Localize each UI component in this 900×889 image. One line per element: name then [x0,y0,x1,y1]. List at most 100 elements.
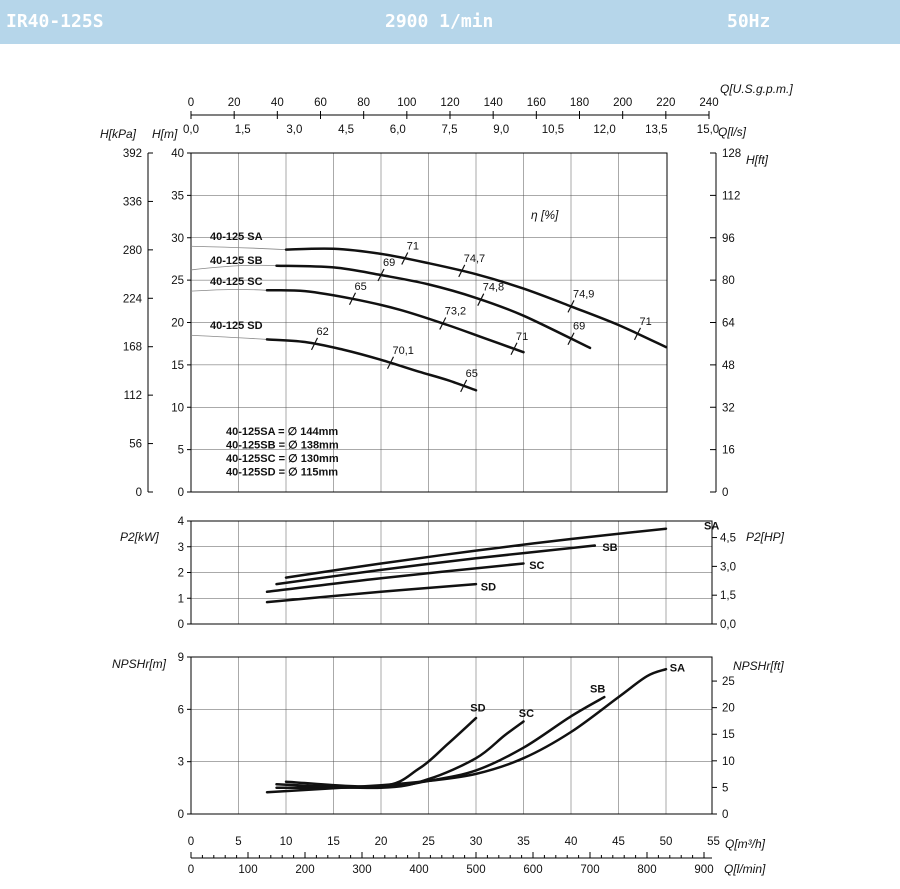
lmin-axis-label: Q[l/min] [724,862,766,876]
gpm-tick-label: 60 [314,97,327,109]
m3h-tick-label: 0 [188,836,194,848]
efficiency-mark [439,317,447,330]
l-s-axis-label: Q[l/s] [718,125,747,139]
kpa-tick-label: 224 [123,293,143,305]
npsh-curve-label: SA [670,662,685,674]
head-ft-tick-label: 48 [722,360,735,372]
head-curve [265,288,525,354]
power-curve-label: SB [602,542,617,554]
l-s-tick-label: 12,0 [593,124,615,136]
efficiency-value: 71 [407,241,419,253]
head-m-axis-label: H[m] [152,127,178,141]
head-curve-label: 40-125 SB [210,255,263,267]
npsh-m-tick-label: 0 [178,809,184,821]
l-s-tick-label: 1,5 [235,124,251,136]
l-s-tick-label: 15,0 [697,124,719,136]
head-ft-tick-label: 112 [722,190,740,202]
lmin-tick-label: 400 [409,864,428,876]
m3h-tick-label: 35 [517,836,530,848]
m3h-tick-label: 25 [422,836,435,848]
head-ft-tick-label: 16 [722,445,735,457]
efficiency-value: 74,9 [573,288,594,300]
power-kw-tick-label: 2 [178,568,184,580]
l-s-tick-label: 10,5 [542,124,564,136]
head-ft-tick-label: 80 [722,275,735,287]
l-s-tick-label: 3,0 [286,124,302,136]
gpm-tick-label: 160 [527,97,546,109]
l-s-tick-label: 4,5 [338,124,354,136]
head-curve-label: 40-125 SA [210,231,263,243]
head-curve [275,264,592,350]
head-m-tick-label: 30 [171,233,184,245]
head-ft-tick-label: 32 [722,402,735,414]
kpa-tick-label: 392 [123,148,142,160]
power-hp-tick-label: 1,5 [720,590,736,602]
m3h-tick-label: 45 [612,836,625,848]
head-curve-extension [190,264,277,271]
efficiency-value: 74,8 [483,282,504,294]
lmin-tick-label: 900 [694,864,713,876]
head-m-tick-label: 5 [178,445,184,457]
head-curve-extension [190,289,268,292]
power-curve [265,582,478,604]
efficiency-value: 74,7 [464,253,485,265]
npsh-curve [275,720,525,790]
power-curve-label: SC [529,560,544,572]
power-curve-label: SA [704,521,719,533]
head-m-tick-label: 0 [178,487,184,499]
gpm-tick-label: 140 [484,97,503,109]
head-curve-extension [190,245,287,251]
lmin-tick-label: 700 [580,864,599,876]
head-m-tick-label: 40 [171,148,184,160]
efficiency-value: 71 [640,316,652,328]
gpm-tick-label: 40 [271,97,284,109]
kpa-tick-label: 112 [124,390,142,402]
efficiency-value: 71 [516,331,528,343]
gpm-tick-label: 0 [188,97,194,109]
head-curve-label: 40-125 SD [210,320,263,332]
power-kw-tick-label: 4 [178,516,185,528]
l-s-tick-label: 7,5 [442,124,458,136]
gpm-tick-label: 80 [357,97,370,109]
impeller-diameter-note: 40-125SD = ∅ 115mm [226,467,338,479]
npsh-m-tick-label: 3 [178,757,184,769]
power-kw-axis-label: P2[kW] [120,530,159,544]
power-hp-tick-label: 4,5 [720,533,736,545]
gpm-axis-label: Q[U.S.g.p.m.] [720,82,793,96]
gpm-tick-label: 120 [440,97,459,109]
efficiency-value: 70,1 [393,345,414,357]
top-flow-axes: 0 20 40 60 80 100 120 140 160 180 200 220 240Q[U.S.g… [183,82,793,139]
impeller-diameter-note: 40-125SB = ∅ 138mm [226,440,339,452]
pump-speed: 2900 1/min [385,11,494,32]
efficiency-mark [348,292,357,306]
m3h-axis-label: Q[m³/h] [725,837,766,851]
m3h-tick-label: 5 [235,836,241,848]
lmin-tick-label: 0 [188,864,194,876]
head-ft-tick-label: 0 [722,487,728,499]
head-curve [265,338,478,392]
gpm-tick-label: 100 [397,97,416,109]
power-curve-label: SD [481,582,496,594]
head-panel: H[kPa] 0 56 112 168 224 280 336 392 H[m] 0 5 10 15 20 2… [100,82,793,499]
bottom-flow-axes: 0 5 10 15 20 25 30 35 40 45 50 55 Q[m³/h] 0 100 200 300 4… [188,836,766,876]
lmin-tick-label: 500 [466,864,485,876]
pump-model-title: IR40-125S [6,11,104,32]
m3h-tick-label: 40 [565,836,578,848]
head-m-tick-label: 25 [171,275,184,287]
head-curve-label: 40-125 SC [210,276,263,288]
power-hp-tick-label: 3,0 [720,561,736,573]
l-s-tick-label: 9,0 [493,124,509,136]
m3h-tick-label: 50 [660,836,673,848]
efficiency-mark [310,337,319,351]
power-kw-tick-label: 3 [178,542,184,554]
gpm-tick-label: 180 [570,97,589,109]
head-ft-axis-label: H[ft] [746,153,769,167]
efficiency-label: η [%] [531,208,559,222]
npsh-curve-label: SB [590,683,605,695]
efficiency-mark [633,327,642,341]
l-s-tick-label: 0,0 [183,124,199,136]
efficiency-mark [458,264,466,278]
npsh-ft-tick-label: 20 [722,703,735,715]
npsh-m-tick-label: 6 [178,704,184,716]
lmin-tick-label: 800 [637,864,656,876]
